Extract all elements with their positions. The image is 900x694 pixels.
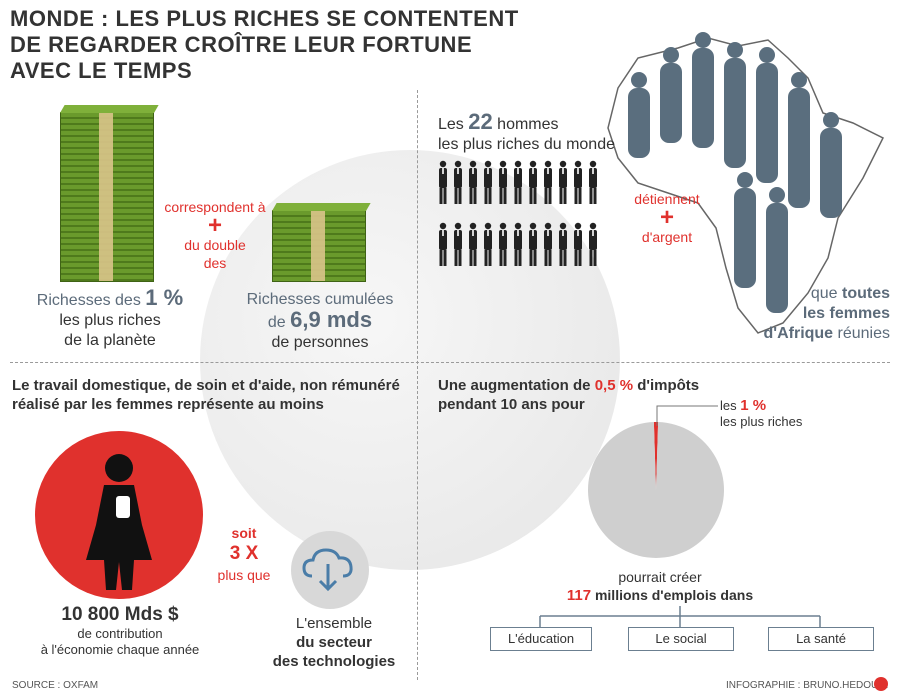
les-femmes-text: les femmes bbox=[802, 305, 890, 322]
businessmen-grid bbox=[439, 160, 597, 266]
plus-que-text: plus que bbox=[217, 567, 271, 583]
soit-text: soit bbox=[231, 525, 257, 541]
jobs-number: 117 bbox=[566, 587, 592, 604]
afrique-text: d'Afrique bbox=[763, 325, 834, 342]
money-stack-icon-small bbox=[272, 203, 371, 282]
que-text: que bbox=[810, 285, 842, 302]
pourrait-text: pourrait créer bbox=[618, 569, 702, 585]
title-line-1: MONDE : LES PLUS RICHES SE CONTENTENT bbox=[10, 6, 519, 31]
pie-slice-rest bbox=[588, 422, 724, 558]
left-caption-b: les plus riches bbox=[59, 312, 161, 329]
intro-pct: 0,5 % bbox=[594, 377, 634, 394]
credit-text: INFOGRAPHIE : BRUNO.HEDOUIN bbox=[726, 680, 889, 691]
amount-sub2: à l'économie chaque année bbox=[40, 642, 200, 657]
amount-sub1: de contribution bbox=[77, 626, 163, 641]
panel4-intro: Une augmentation de 0,5 % d'impôts penda… bbox=[438, 376, 838, 414]
panel2-heading: Les 22 hommes les plus riches du monde bbox=[438, 109, 638, 155]
intro-b: d'impôts bbox=[633, 377, 700, 394]
argent-text: d'argent bbox=[641, 229, 693, 245]
pie-label-a: les bbox=[720, 398, 741, 413]
hommes-text: hommes bbox=[492, 116, 559, 133]
panel2-caption: que toutes les femmes d'Afrique réunies bbox=[690, 284, 891, 344]
cloud-download-icon bbox=[291, 531, 369, 609]
left-caption-c: de la planète bbox=[64, 332, 156, 349]
detiennent-text: détiennent bbox=[634, 191, 700, 207]
panel3-intro-line1: Le travail domestique, de soin et d'aide… bbox=[12, 377, 400, 394]
pie-label-pct: 1 % bbox=[740, 397, 767, 414]
twenty-two: 22 bbox=[468, 109, 493, 134]
globe-icon bbox=[200, 150, 620, 570]
money-stack-icon bbox=[60, 105, 159, 282]
tech-line1: L'ensemble bbox=[295, 615, 373, 632]
pie-label: les 1 % les plus riches bbox=[720, 398, 870, 430]
panel1-middle: correspondent à + du double des bbox=[160, 198, 270, 272]
panel2-line2: les plus riches du monde bbox=[438, 136, 615, 153]
panel2-middle: détiennent + d'argent bbox=[622, 190, 712, 246]
businessman-icon bbox=[439, 160, 597, 266]
page-title: MONDE : LES PLUS RICHES SE CONTENTENT DE… bbox=[10, 6, 570, 84]
source-text: SOURCE : OXFAM bbox=[12, 680, 99, 691]
pie-leader-line bbox=[656, 405, 718, 426]
pie-label-b: les plus riches bbox=[720, 414, 803, 429]
plus-sign-2: + bbox=[659, 204, 674, 231]
pie-slice-richest bbox=[653, 422, 659, 490]
title-line-2: DE REGARDER CROÎTRE LEUR FORTUNE bbox=[10, 32, 473, 57]
middle-text-c: des bbox=[203, 255, 227, 271]
tech-line2: du secteur bbox=[296, 634, 372, 651]
box-education: L'éducation bbox=[490, 627, 592, 651]
left-caption: Richesses des 1 % les plus riches de la … bbox=[20, 285, 200, 351]
middle-text-b: du double bbox=[184, 237, 246, 253]
right-caption-de: de bbox=[267, 314, 291, 331]
title-line-3: AVEC LE TEMPS bbox=[10, 58, 193, 83]
les-text: Les bbox=[438, 116, 469, 133]
left-caption-a: Richesses des bbox=[36, 292, 146, 309]
jobs-block: pourrait créer 117 millions d'emplois da… bbox=[540, 568, 780, 605]
intro-a: Une augmentation de bbox=[438, 377, 595, 394]
logo-icon bbox=[874, 677, 888, 691]
intro-line2: pendant 10 ans pour bbox=[438, 396, 585, 413]
right-caption-a: Richesses cumulées bbox=[246, 291, 394, 308]
box-health: La santé bbox=[768, 627, 874, 651]
left-caption-pct: 1 % bbox=[145, 285, 184, 310]
pregnant-woman-icon bbox=[35, 431, 203, 599]
panel3-intro: Le travail domestique, de soin et d'aide… bbox=[12, 376, 412, 414]
tech-line3: des technologies bbox=[272, 653, 396, 670]
pie-chart bbox=[588, 422, 724, 558]
right-caption-num: 6,9 mds bbox=[290, 307, 373, 332]
amount-block: 10 800 Mds $ de contribution à l'économi… bbox=[20, 604, 220, 658]
plus-sign: + bbox=[207, 212, 222, 239]
comparison: soit 3 X plus que bbox=[214, 524, 274, 584]
tech-block: L'ensemble du secteur des technologies bbox=[264, 614, 404, 671]
box-social: Le social bbox=[628, 627, 734, 651]
right-caption-c: de personnes bbox=[271, 334, 369, 351]
times-value: 3 X bbox=[229, 543, 259, 564]
africa-map-icon bbox=[607, 32, 885, 334]
right-caption: Richesses cumulées de 6,9 mds de personn… bbox=[230, 290, 410, 353]
reunies-text: réunies bbox=[833, 325, 890, 342]
amount-value: 10 800 Mds $ bbox=[61, 604, 179, 625]
woman-silhouette-icon bbox=[628, 32, 842, 313]
horizontal-divider bbox=[10, 362, 890, 363]
toutes-text: toutes bbox=[842, 285, 890, 302]
vertical-divider bbox=[417, 90, 418, 680]
middle-text-a: correspondent à bbox=[164, 199, 266, 215]
millions-text: millions d'emplois dans bbox=[591, 587, 754, 603]
panel3-intro-line2: réalisé par les femmes représente au moi… bbox=[12, 396, 324, 413]
